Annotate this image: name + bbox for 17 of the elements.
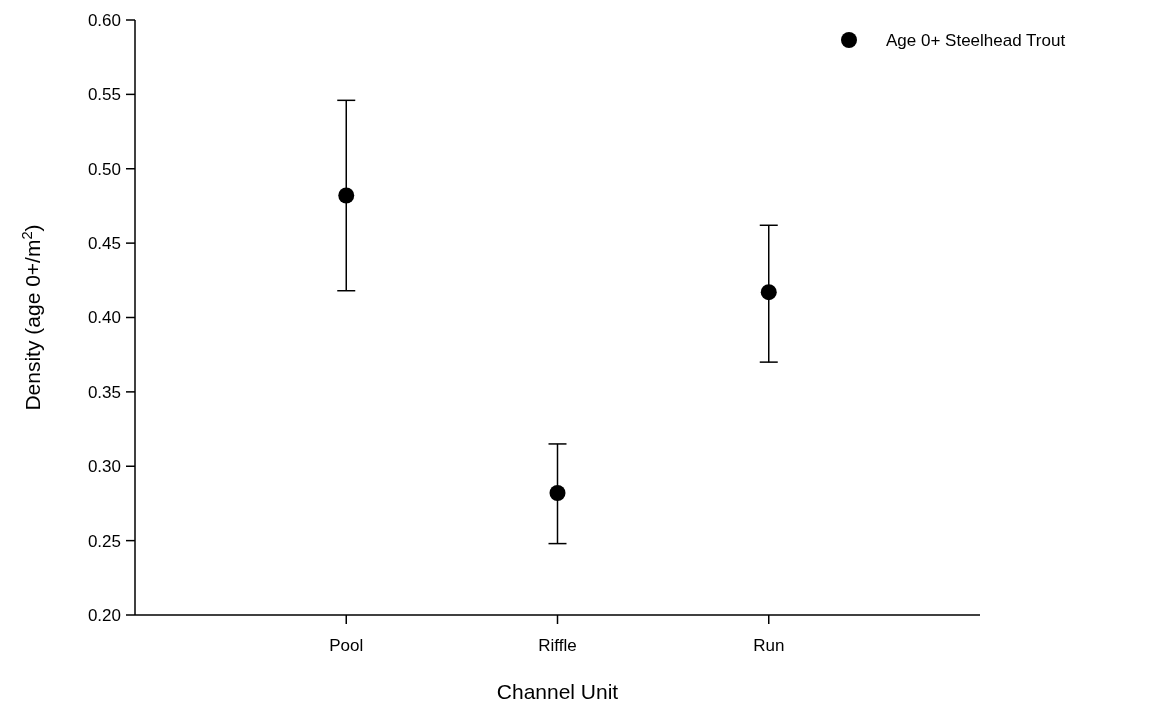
y-tick-label: 0.35 (87, 382, 121, 402)
y-tick-label: 0.50 (87, 159, 121, 179)
legend-label: Age 0+ Steelhead Trout (886, 30, 1066, 50)
y-tick-label: 0.20 (87, 605, 121, 625)
y-tick-label: 0.25 (87, 531, 121, 551)
y-tick-label: 0.30 (87, 457, 121, 477)
y-tick-label: 0.55 (87, 85, 121, 105)
y-tick-label: 0.45 (87, 234, 121, 254)
point (760, 284, 777, 301)
x-axis-title: Channel Unit (496, 680, 619, 703)
point (338, 187, 355, 204)
x-tick-label: Riffle (538, 636, 577, 655)
x-tick-label: Run (753, 636, 785, 655)
point (549, 485, 566, 502)
y-tick-label: 0.60 (87, 10, 121, 30)
x-tick-label: Pool (329, 636, 364, 655)
y-tick-label: 0.40 (87, 308, 121, 328)
